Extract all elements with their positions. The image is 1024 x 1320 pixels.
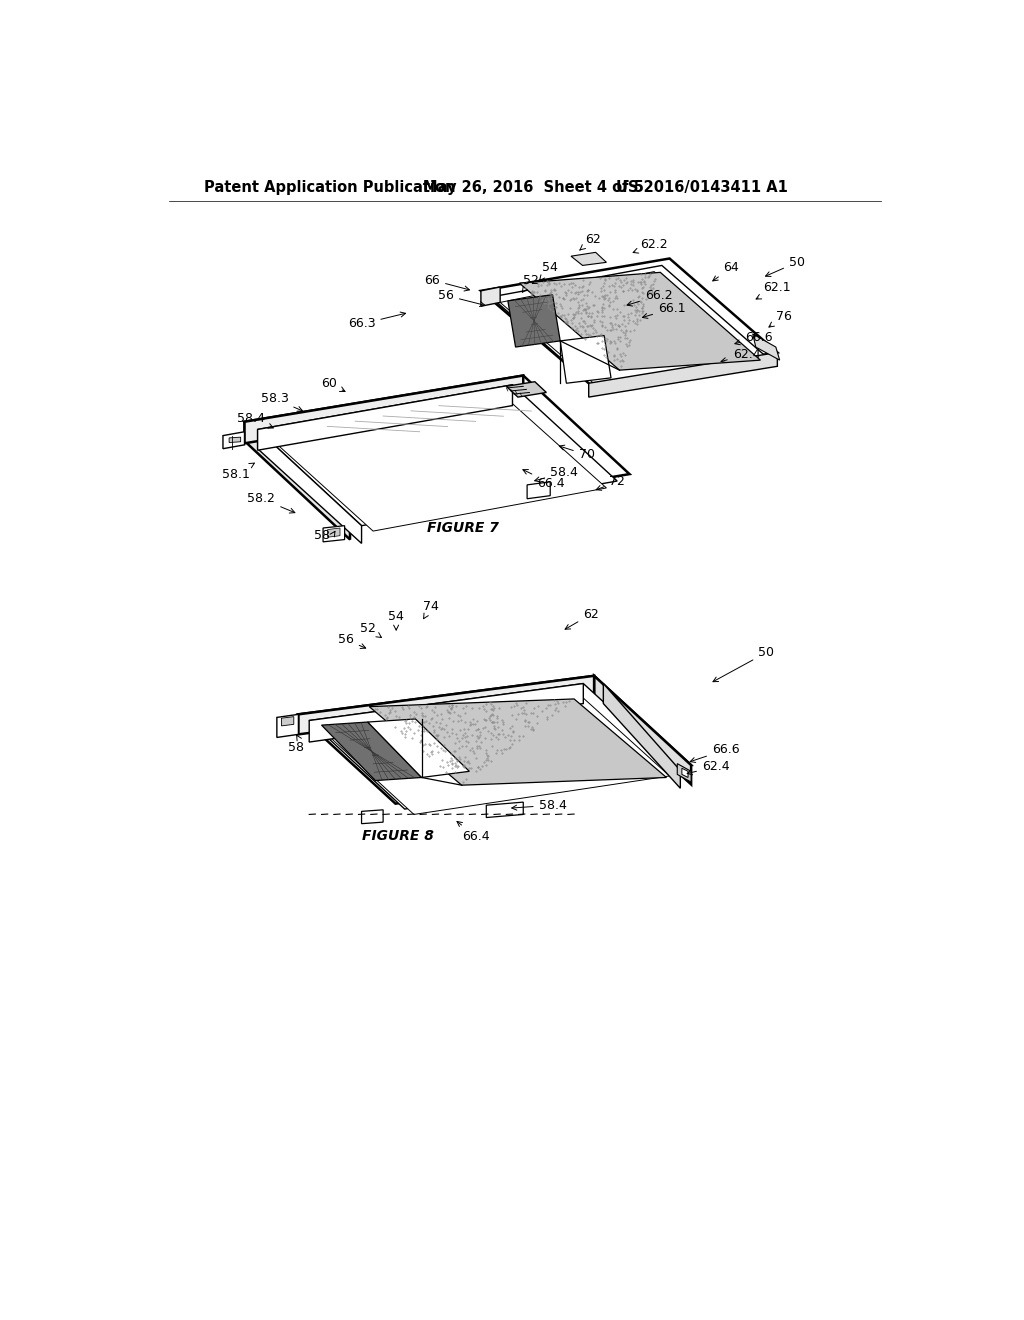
Text: 58.2: 58.2 bbox=[248, 492, 295, 513]
Text: 58: 58 bbox=[288, 735, 304, 754]
Polygon shape bbox=[309, 684, 679, 809]
Polygon shape bbox=[258, 385, 512, 450]
Text: 50: 50 bbox=[766, 256, 805, 276]
Polygon shape bbox=[276, 714, 298, 738]
Text: 62: 62 bbox=[565, 607, 599, 630]
Text: 58: 58 bbox=[313, 529, 335, 543]
Text: 66.6: 66.6 bbox=[690, 743, 739, 763]
Text: 64: 64 bbox=[713, 261, 739, 281]
Polygon shape bbox=[282, 717, 294, 726]
Polygon shape bbox=[361, 810, 383, 824]
Polygon shape bbox=[318, 689, 670, 814]
Text: 52: 52 bbox=[522, 273, 539, 292]
Text: 66.1: 66.1 bbox=[642, 302, 686, 318]
Polygon shape bbox=[368, 719, 469, 777]
Text: 66.4: 66.4 bbox=[457, 821, 489, 842]
Text: 62.4: 62.4 bbox=[687, 760, 729, 775]
Text: 62.1: 62.1 bbox=[756, 281, 792, 300]
Polygon shape bbox=[677, 763, 691, 781]
Polygon shape bbox=[571, 252, 606, 265]
Polygon shape bbox=[223, 432, 245, 449]
Text: 50: 50 bbox=[713, 647, 774, 681]
Text: 54: 54 bbox=[388, 610, 403, 630]
Polygon shape bbox=[258, 429, 361, 544]
Polygon shape bbox=[370, 700, 667, 785]
Polygon shape bbox=[481, 259, 777, 383]
Text: Patent Application Publication: Patent Application Publication bbox=[204, 180, 456, 195]
Text: FIGURE 7: FIGURE 7 bbox=[427, 521, 499, 535]
Text: 66: 66 bbox=[424, 273, 469, 290]
Text: 66.3: 66.3 bbox=[348, 312, 406, 330]
Polygon shape bbox=[589, 352, 777, 397]
Polygon shape bbox=[594, 676, 691, 784]
Polygon shape bbox=[229, 437, 241, 442]
Text: 60: 60 bbox=[322, 376, 345, 392]
Text: 66.6: 66.6 bbox=[735, 330, 773, 345]
Text: 54: 54 bbox=[540, 261, 558, 280]
Polygon shape bbox=[753, 334, 779, 360]
Text: 58.3: 58.3 bbox=[260, 392, 302, 412]
Polygon shape bbox=[245, 376, 630, 520]
Text: 56: 56 bbox=[338, 634, 366, 648]
Polygon shape bbox=[490, 265, 767, 388]
Text: US 2016/0143411 A1: US 2016/0143411 A1 bbox=[615, 180, 787, 195]
Polygon shape bbox=[603, 684, 680, 788]
Polygon shape bbox=[508, 294, 560, 347]
Text: 62.4: 62.4 bbox=[721, 348, 761, 363]
Text: 58.1: 58.1 bbox=[222, 463, 254, 480]
Text: 74: 74 bbox=[423, 601, 439, 619]
Text: May 26, 2016  Sheet 4 of 5: May 26, 2016 Sheet 4 of 5 bbox=[423, 180, 644, 195]
Polygon shape bbox=[328, 528, 340, 537]
Text: 58.4: 58.4 bbox=[238, 412, 273, 428]
Polygon shape bbox=[245, 422, 350, 540]
Text: 70: 70 bbox=[559, 445, 595, 462]
Polygon shape bbox=[486, 803, 523, 817]
Polygon shape bbox=[323, 525, 345, 543]
Text: 58.4: 58.4 bbox=[535, 466, 579, 482]
Text: 66.4: 66.4 bbox=[523, 470, 565, 490]
Text: FIGURE 8: FIGURE 8 bbox=[361, 829, 433, 843]
Polygon shape bbox=[245, 376, 523, 444]
Polygon shape bbox=[519, 272, 761, 370]
Text: 52: 52 bbox=[359, 622, 382, 638]
Polygon shape bbox=[258, 385, 617, 525]
Polygon shape bbox=[269, 395, 606, 531]
Polygon shape bbox=[481, 286, 500, 306]
Polygon shape bbox=[682, 768, 688, 777]
Text: 62.2: 62.2 bbox=[633, 238, 668, 253]
Text: 62: 62 bbox=[580, 232, 600, 251]
Text: 72: 72 bbox=[596, 475, 626, 490]
Polygon shape bbox=[506, 381, 547, 397]
Text: 58.4: 58.4 bbox=[512, 799, 566, 812]
Polygon shape bbox=[298, 676, 691, 804]
Text: 76: 76 bbox=[769, 310, 792, 327]
Polygon shape bbox=[309, 684, 584, 742]
Polygon shape bbox=[322, 722, 422, 780]
Text: 56: 56 bbox=[438, 289, 484, 306]
Polygon shape bbox=[527, 482, 550, 499]
Polygon shape bbox=[560, 335, 611, 383]
Polygon shape bbox=[298, 676, 594, 734]
Polygon shape bbox=[500, 272, 758, 392]
Text: 66.2: 66.2 bbox=[627, 289, 673, 306]
